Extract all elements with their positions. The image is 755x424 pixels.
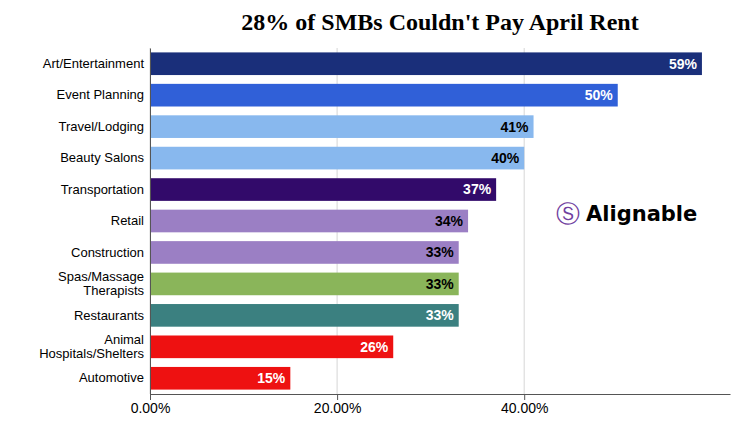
annotation-group: ⓈAlignable [556,200,697,228]
bar [150,210,468,233]
category-axis: Automotive AnimalHospitals/Shelters Restau… [39,49,150,395]
tick-label: 40.00% [501,400,548,416]
bar [150,178,496,201]
tick: Spas/MassageTherapists [58,269,150,298]
tick-label: Construction [71,245,144,260]
tick: Beauty Salons [60,150,150,165]
tick-label: Travel/Lodging [58,119,144,134]
data-label: 33% [426,276,455,292]
tick-label-line: Automotive [79,370,144,385]
tick-label-line: Construction [71,245,144,260]
chart-container: 0.00% 20.00% 40.00% Automotive AnimalHospita… [0,0,755,424]
tick-label-line: Art/Entertainment [43,56,145,71]
bar [150,273,459,296]
axis-line [150,49,151,395]
tick-label-line: Hospitals/Shelters [39,346,144,361]
bar [150,367,290,390]
tick: Automotive [79,370,150,385]
tick: Travel/Lodging [58,119,150,134]
tick-label: Restaurants [74,308,145,323]
data-label: 41% [501,119,530,135]
data-label: 33% [426,244,455,260]
tick-label: Art/Entertainment [43,56,145,71]
data-label: 40% [491,150,520,166]
tick: Event Planning [57,87,150,102]
tick-label: Spas/MassageTherapists [58,269,144,298]
data-label: 15% [257,370,286,386]
data-label: 37% [463,181,492,197]
tick: Retail [111,213,150,228]
bar [150,84,618,107]
grid-line [150,48,151,394]
tick: AnimalHospitals/Shelters [39,332,150,361]
annotation: Alignable [586,202,697,226]
tick-label-line: Travel/Lodging [58,119,144,134]
tick-label: Retail [111,213,144,228]
bar [150,304,459,327]
data-label: 50% [585,87,614,103]
bar [150,335,393,358]
tick: 40.00% [501,394,548,416]
tick-label: Event Planning [57,87,144,102]
annotation: Ⓢ [556,200,580,228]
data-label: 59% [669,56,698,72]
tick-label-line: Event Planning [57,87,144,102]
data-label: 33% [426,307,455,323]
data-label: 26% [360,339,389,355]
bar [150,241,459,264]
bar [150,115,534,138]
bars [150,52,702,389]
tick: Art/Entertainment [43,56,150,71]
tick-label-line: Transportation [61,182,144,197]
title: 28% of SMBs Couldn't Pay April Rent [241,9,638,35]
tick-label-line: Retail [111,213,144,228]
tick: 20.00% [314,394,361,416]
bar [150,147,524,170]
tick-label-line: Spas/Massage [58,269,144,284]
tick-label: Beauty Salons [60,150,144,165]
tick-label: Automotive [79,370,144,385]
tick: 0.00% [131,394,171,416]
plot-area: 0.00% 20.00% 40.00% Automotive AnimalHospita… [39,48,730,416]
tick-label-line: Animal [104,332,144,347]
tick-label: 20.00% [314,400,361,416]
tick-label-line: Beauty Salons [60,150,144,165]
chart: 0.00% 20.00% 40.00% Automotive AnimalHospita… [0,0,755,424]
tick-label: AnimalHospitals/Shelters [39,332,144,361]
value-axis: 0.00% 20.00% 40.00% [131,394,731,416]
tick-label-line: Restaurants [74,308,145,323]
bar [150,52,702,75]
data-labels: 15% 26% 33% 33% 33% 34% 37% 40% 41% 50% 59% [257,56,697,387]
tick: Construction [71,245,150,260]
tick-label: Transportation [61,182,144,197]
axis-line [151,394,731,395]
data-label: 34% [435,213,464,229]
tick-label: 0.00% [131,400,171,416]
tick: Transportation [61,182,150,197]
tick: Restaurants [74,308,150,323]
tick-label-line: Therapists [83,283,144,298]
